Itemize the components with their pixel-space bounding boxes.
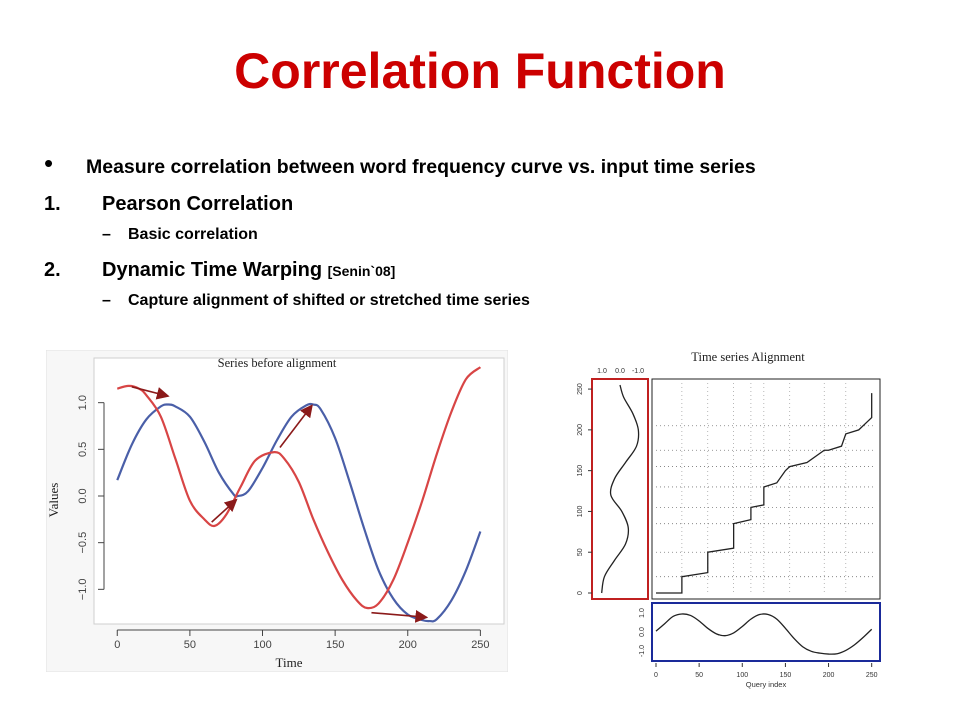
numbered-item-1: 1. — [44, 193, 61, 216]
item-number: 2. — [44, 259, 61, 281]
y-tick-label: −1.0 — [77, 578, 89, 600]
y-tick-label: 0.5 — [77, 442, 89, 457]
series-before-alignment-chart: Series before alignment −1.0 −0.5 0.0 0.5 1.0… — [46, 350, 508, 672]
sub-item-2: Capture alignment of shifted or stretche… — [128, 292, 530, 309]
bullet-item: • — [44, 148, 53, 179]
y-tick-label: 200 — [577, 424, 584, 436]
marginal-tick-label: -1.0 — [632, 368, 644, 375]
marginal-tick-label: 0.0 — [615, 368, 625, 375]
y-tick-label: 0.0 — [77, 488, 89, 503]
alignment-arrow — [279, 404, 313, 448]
marginal-tick-label: 1.0 — [597, 368, 607, 375]
slide-title: Correlation Function — [234, 43, 726, 99]
alignment-arrow — [371, 610, 429, 623]
warping-path — [656, 393, 873, 594]
x-tick-label: 100 — [736, 672, 748, 679]
dash-2: – — [102, 292, 111, 309]
x-tick-label: 50 — [695, 672, 703, 679]
x-tick-label: 200 — [399, 639, 417, 651]
dash-1: – — [102, 226, 111, 243]
x-axis-label: Time — [276, 655, 303, 670]
alignment-arrow — [211, 498, 238, 523]
item-label-1: Pearson Correlation — [102, 193, 294, 215]
x-tick-label: 50 — [184, 639, 196, 651]
x-axis-label: Query index — [746, 680, 787, 689]
reference-series-line — [601, 384, 640, 594]
y-tick-label: −0.5 — [77, 532, 89, 554]
y-tick-label: 250 — [577, 383, 584, 395]
x-tick-label: 150 — [780, 672, 792, 679]
alignment-panel — [651, 378, 881, 600]
y-tick-label: 150 — [577, 465, 584, 477]
item-number: 1. — [44, 193, 61, 215]
x-tick-label: 250 — [471, 639, 489, 651]
citation: [Senin`08] — [327, 263, 396, 279]
bottom-tick-label: -1.0 — [639, 645, 646, 657]
chart-title: Series before alignment — [218, 356, 337, 370]
x-tick-label: 250 — [866, 672, 878, 679]
sub-item-1: Basic correlation — [128, 226, 258, 243]
y-axis-label: Values — [46, 483, 61, 518]
y-tick-label: 50 — [577, 548, 584, 556]
reference-series-panel — [591, 378, 649, 600]
plot-area — [93, 357, 505, 625]
bullet-text: Measure correlation between word frequen… — [86, 156, 756, 178]
y-tick-label: 100 — [577, 505, 584, 517]
numbered-item-2: 2. — [44, 259, 61, 282]
x-tick-label: 0 — [114, 639, 120, 651]
bottom-tick-label: 1.0 — [639, 608, 646, 618]
item-label-2: Dynamic Time Warping [Senin`08] — [102, 259, 395, 282]
bullet-symbol: • — [44, 148, 54, 178]
x-tick-label: 0 — [654, 672, 658, 679]
query-series-panel — [651, 602, 881, 662]
query-series-line — [655, 613, 873, 655]
y-tick-label: 1.0 — [77, 395, 89, 410]
x-tick-label: 200 — [823, 672, 835, 679]
series-line-2 — [116, 366, 482, 610]
y-tick-label: 0 — [577, 591, 584, 595]
alignment-arrow — [131, 386, 170, 400]
time-series-alignment-chart: Time series Alignment 1.0 0.0 -1.0 0 50 100 150… — [560, 343, 890, 697]
item-label: Dynamic Time Warping — [102, 259, 323, 281]
bottom-tick-label: 0.0 — [639, 627, 646, 637]
chart-title: Time series Alignment — [691, 350, 805, 364]
x-tick-label: 100 — [253, 639, 271, 651]
x-tick-label: 150 — [326, 639, 344, 651]
